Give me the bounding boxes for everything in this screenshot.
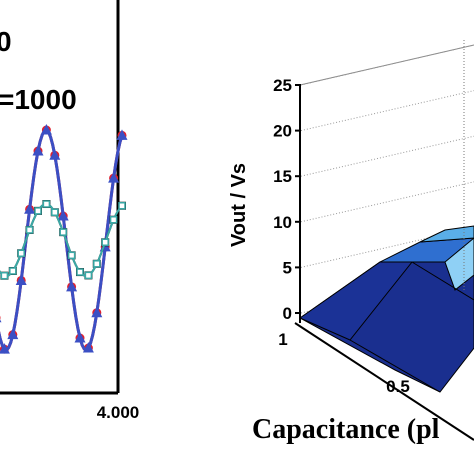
x-tick-label-1: 1: [278, 330, 287, 349]
left-series-marker-open-square: [17, 249, 25, 258]
z-grid-line: [300, 44, 474, 86]
surface-mesh-line: [349, 339, 441, 393]
left-series-marker-triangle: [15, 274, 27, 285]
z-grid-line: [300, 135, 474, 177]
left-series-marker-triangle: [7, 328, 19, 340]
left-series-marker-triangle: [91, 306, 103, 318]
surface-patch-lightest: [444, 237, 474, 291]
z-tick-label: 0: [283, 304, 292, 323]
z-tick-label: 10: [273, 213, 292, 232]
left-series-marker-open-square: [67, 251, 76, 260]
left-series-marker-triangle: [108, 172, 120, 183]
left-series-marker-triangle: [57, 210, 69, 221]
left-panel-parameter-text: =1000: [0, 84, 77, 115]
left-series-group: [0, 124, 128, 354]
z-grid-line: [300, 90, 474, 132]
z-tick-label: 5: [283, 258, 292, 277]
left-series-marker-open-square: [101, 238, 109, 247]
left-series-marker-open-square: [0, 271, 9, 280]
left-series-marker-open-square: [34, 207, 42, 215]
left-series-marker-triangle: [40, 124, 52, 135]
left-series-line: [0, 202, 123, 278]
left-series-marker-open-square: [9, 267, 17, 275]
left-series-marker-open-square: [59, 228, 67, 236]
left-series-marker-open-square: [84, 271, 93, 280]
surface-z-ticks: 0 5 10 15 20 25: [273, 76, 301, 323]
left-series-marker-open-square: [76, 268, 84, 276]
surface-patch-light: [419, 225, 474, 243]
left-series-marker-open-square: [25, 226, 34, 234]
left-series-marker-open-square: [93, 260, 101, 268]
left-series-marker-triangle: [0, 319, 2, 323]
left-series-marker-open-square: [42, 200, 51, 208]
z-tick-label: 15: [273, 167, 292, 186]
surface-plot: 0 5 10 15 20 25 Vout / Vs 1 0.5 Capacitance (…: [228, 40, 474, 445]
surface-mesh-line: [411, 261, 474, 301]
left-series-marker-triangle: [0, 343, 10, 354]
surface-patch-mid: [379, 237, 474, 263]
z-grid-line: [300, 181, 474, 223]
z-tick-label: 25: [273, 76, 292, 95]
left-series-marker-triangle: [82, 342, 94, 353]
left-plot-x-tick-label: 4.000: [97, 403, 140, 422]
z-axis-label: Vout / Vs: [228, 163, 250, 247]
left-series-marker-triangle: [66, 280, 78, 292]
left-panel-top-text: 0: [0, 26, 12, 57]
z-tick-label: 20: [273, 122, 292, 141]
x-axis-label: Capacitance (pl: [252, 414, 440, 445]
left-series-marker-open-square: [118, 202, 126, 210]
left-series-marker-triangle: [116, 129, 128, 140]
left-series-marker-circle: [0, 315, 1, 320]
left-series-marker-triangle: [74, 332, 86, 343]
left-series-marker-triangle: [24, 203, 36, 214]
left-series-marker-open-square: [109, 216, 118, 224]
x-tick-label-0.5: 0.5: [386, 377, 410, 396]
left-plot: 4.000: [0, 0, 139, 422]
left-series-marker-triangle: [49, 149, 61, 160]
surface-floor-edge: [294, 322, 474, 441]
left-series-marker-open-square: [51, 208, 59, 217]
left-series-marker-triangle: [32, 145, 44, 156]
left-series-line: [0, 128, 124, 352]
